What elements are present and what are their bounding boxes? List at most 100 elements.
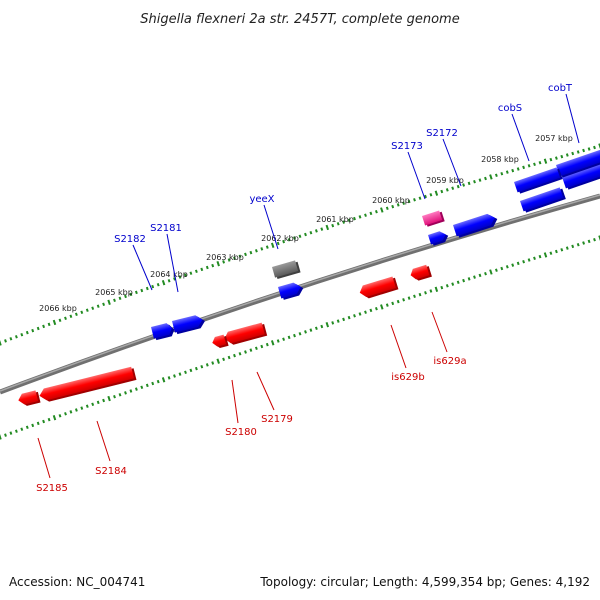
forward-tick (265, 245, 269, 249)
reverse-tick (161, 377, 166, 383)
reverse-tick (249, 348, 253, 352)
forward-tick (533, 162, 536, 167)
label-S2181[interactable]: S2181 (150, 223, 182, 234)
forward-tick (254, 249, 258, 253)
forward-tick (522, 165, 526, 170)
gene-cobT[interactable] (562, 161, 600, 191)
forward-tick (374, 209, 378, 214)
reverse-tick (347, 315, 351, 320)
reverse-tick (287, 335, 291, 340)
gene-S2184[interactable] (38, 366, 137, 403)
label-S2180[interactable]: S2180 (225, 427, 257, 438)
forward-tick (571, 151, 575, 156)
reverse-tick (178, 372, 182, 376)
reverse-tick (467, 277, 471, 281)
ruler-label-2060: 2060 kbp (372, 196, 410, 205)
reverse-tick (47, 417, 51, 422)
label-is629b[interactable]: is629b (391, 372, 424, 383)
reverse-tick (124, 391, 127, 395)
forward-tick (358, 215, 362, 219)
forward-tick (200, 267, 204, 272)
reverse-tick (194, 366, 198, 371)
gene-S2179[interactable] (223, 322, 268, 346)
gene-S2180[interactable] (211, 334, 229, 349)
label-cobT[interactable]: cobT (548, 83, 573, 94)
ruler-label-2064: 2064 kbp (150, 270, 188, 279)
reverse-tick (549, 251, 553, 255)
forward-tick (36, 326, 40, 331)
forward-tick (233, 256, 236, 260)
forward-tick (102, 302, 106, 307)
reverse-tick (74, 408, 78, 412)
forward-tick (14, 335, 18, 339)
forward-tick (69, 314, 73, 319)
reverse-tick (304, 330, 307, 334)
forward-tick (364, 213, 367, 217)
reverse-tick (571, 244, 575, 249)
ruler-label-2058: 2058 kbp (481, 155, 519, 164)
reverse-tick (407, 296, 411, 300)
forward-tick (145, 286, 149, 291)
reverse-tick (554, 249, 558, 254)
forward-tick (151, 284, 155, 289)
gene-yeeX[interactable] (272, 260, 301, 280)
label-yeeX[interactable]: yeeX (249, 194, 274, 205)
label-S2173[interactable]: S2173 (391, 141, 423, 152)
reverse-tick (145, 383, 149, 388)
gene-is629a[interactable] (409, 264, 432, 282)
reverse-tick (270, 340, 275, 346)
forward-tick (47, 322, 51, 327)
reverse-tick (516, 261, 520, 266)
label-S2179[interactable]: S2179 (261, 414, 293, 425)
label-is629a[interactable]: is629a (433, 356, 466, 367)
forward-tick (249, 250, 253, 255)
reverse-tick (369, 308, 373, 313)
reverse-tick (385, 303, 389, 307)
label-S2182[interactable]: S2182 (114, 234, 146, 245)
reverse-tick (309, 328, 313, 332)
forward-tick (124, 294, 127, 299)
forward-tick (25, 330, 29, 335)
gene-S2182[interactable] (151, 322, 176, 341)
forward-tick (293, 236, 296, 240)
forward-tick (429, 193, 433, 197)
gene-S2173[interactable] (422, 210, 445, 228)
label-S2172[interactable]: S2172 (426, 128, 458, 139)
ruler-ticks-reverse (0, 235, 600, 440)
reverse-tick (227, 355, 231, 360)
forward-tick (527, 164, 531, 168)
reverse-tick (222, 357, 226, 362)
reverse-tick (265, 342, 269, 347)
label-cobS[interactable]: cobS (498, 103, 522, 114)
gene-is629b[interactable] (358, 276, 399, 300)
gene-S2181[interactable] (172, 313, 206, 335)
label-S2184[interactable]: S2184 (95, 466, 127, 477)
forward-tick (582, 148, 586, 153)
reverse-tick (434, 286, 439, 292)
forward-tick (402, 201, 406, 205)
reverse-tick (216, 358, 220, 364)
ruler-ticks-forward (0, 143, 600, 346)
forward-tick (587, 147, 591, 151)
reverse-tick (429, 289, 433, 293)
gene-S2173-blue[interactable] (428, 229, 450, 246)
gene-cobS-lower[interactable] (520, 187, 566, 214)
forward-tick (484, 176, 487, 181)
reverse-tick (418, 292, 422, 297)
reverse-tick (173, 374, 176, 378)
gene-yeeX-blue[interactable] (278, 280, 305, 300)
forward-tick (52, 319, 57, 326)
reverse-features (17, 264, 432, 408)
reverse-tick (189, 368, 193, 373)
gene-cobS[interactable] (514, 167, 563, 195)
forward-tick (320, 227, 324, 231)
forward-tick (113, 298, 116, 303)
forward-tick (380, 207, 384, 213)
gene-S2185[interactable] (17, 390, 41, 408)
reverse-tick (320, 324, 324, 329)
gene-S2172[interactable] (453, 211, 499, 238)
label-S2185[interactable]: S2185 (36, 483, 68, 494)
reverse-tick (85, 404, 89, 408)
reverse-tick (233, 353, 236, 358)
